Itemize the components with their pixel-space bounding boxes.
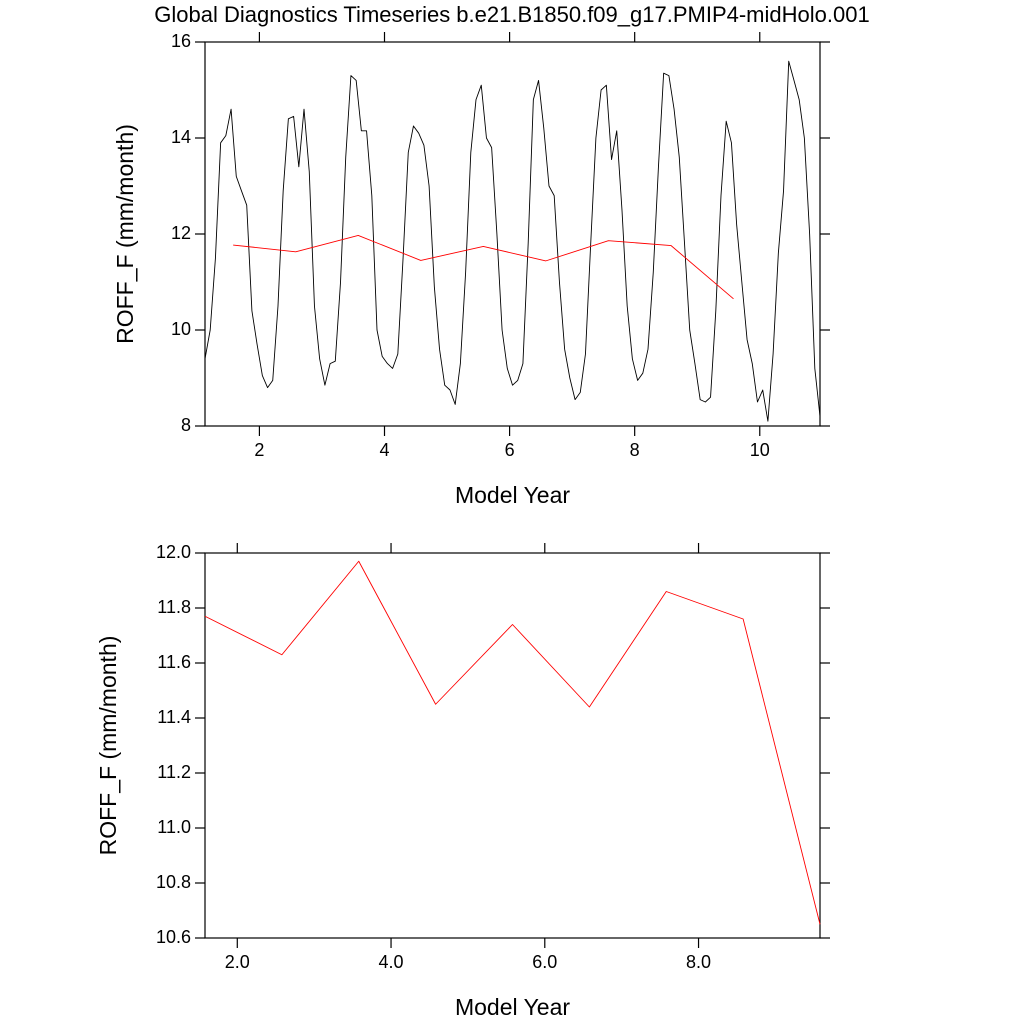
x-tick-label: 2.0 xyxy=(225,952,250,972)
x-tick-label: 8 xyxy=(630,440,640,460)
y-tick-label: 12.0 xyxy=(156,542,191,562)
plot-frame xyxy=(204,552,821,939)
x-axis-title: Model Year xyxy=(455,994,570,1020)
x-tick-label: 2 xyxy=(254,440,264,460)
x-tick-label: 4 xyxy=(379,440,389,460)
y-tick-label: 11.0 xyxy=(157,817,191,837)
series-line xyxy=(204,560,821,925)
y-tick-label: 10 xyxy=(171,319,191,339)
x-tick-label: 10 xyxy=(750,440,770,460)
chart-title: Global Diagnostics Timeseries b.e21.B185… xyxy=(154,2,869,27)
y-tick-label: 11.8 xyxy=(157,597,191,617)
y-tick-label: 11.4 xyxy=(157,707,191,727)
series-line xyxy=(204,60,821,422)
x-tick-label: 6 xyxy=(505,440,515,460)
x-tick-label: 8.0 xyxy=(686,952,711,972)
y-tick-label: 16 xyxy=(171,31,191,51)
y-tick-label: 12 xyxy=(171,223,191,243)
y-tick-label: 11.6 xyxy=(157,652,191,672)
y-tick-label: 14 xyxy=(171,127,191,147)
y-axis-title: ROFF_F (mm/month) xyxy=(112,124,138,344)
y-tick-label: 10.8 xyxy=(156,872,191,892)
y-tick-label: 10.6 xyxy=(156,927,191,947)
y-axis-title: ROFF_F (mm/month) xyxy=(95,636,121,856)
y-tick-label: 8 xyxy=(181,415,191,435)
x-tick-label: 6.0 xyxy=(532,952,557,972)
x-tick-label: 4.0 xyxy=(379,952,404,972)
x-axis-title: Model Year xyxy=(455,482,570,508)
series-line xyxy=(233,234,734,300)
y-tick-label: 11.2 xyxy=(157,762,191,782)
